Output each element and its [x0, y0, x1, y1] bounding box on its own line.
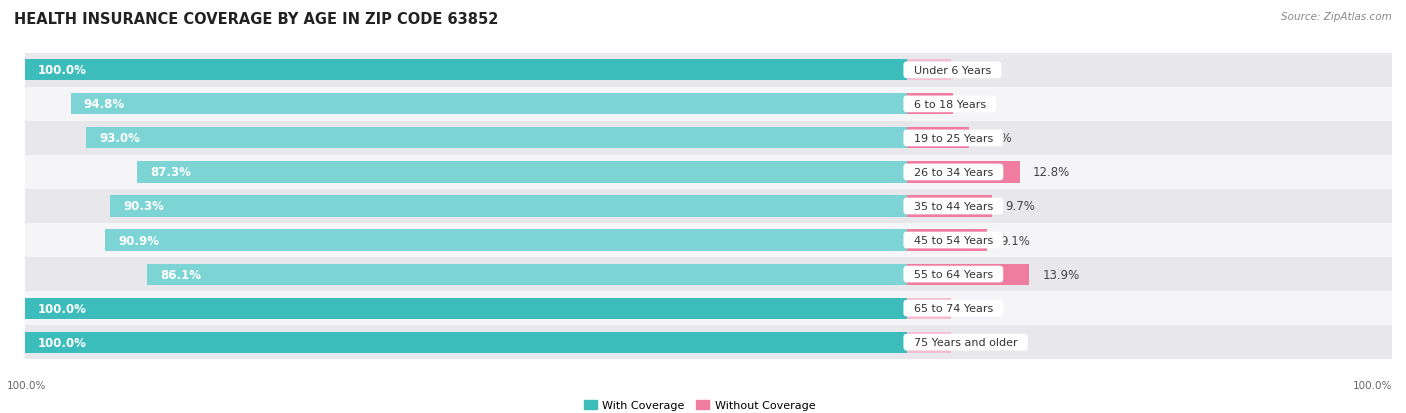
Text: 100.0%: 100.0% — [38, 64, 87, 77]
Bar — [907, 264, 1029, 285]
Text: 13.9%: 13.9% — [1043, 268, 1080, 281]
Text: 26 to 34 Years: 26 to 34 Years — [907, 168, 1000, 178]
Text: 100.0%: 100.0% — [7, 380, 46, 389]
Bar — [25, 325, 1406, 359]
Bar — [25, 60, 907, 81]
Bar — [25, 121, 1406, 156]
Bar — [907, 196, 993, 217]
Bar — [25, 88, 1406, 121]
Text: 45 to 54 Years: 45 to 54 Years — [907, 235, 1000, 245]
Text: 94.8%: 94.8% — [84, 98, 125, 111]
Text: 75 Years and older: 75 Years and older — [907, 337, 1025, 347]
Text: 86.1%: 86.1% — [160, 268, 201, 281]
Text: 65 to 74 Years: 65 to 74 Years — [907, 304, 1000, 313]
Text: 7.0%: 7.0% — [981, 132, 1011, 145]
Bar — [25, 298, 907, 319]
Bar — [110, 196, 907, 217]
Bar — [25, 257, 1406, 292]
Bar — [25, 190, 1406, 223]
Text: 12.8%: 12.8% — [1033, 166, 1070, 179]
Bar — [86, 128, 907, 149]
Bar — [907, 332, 950, 353]
Text: 5.2%: 5.2% — [966, 98, 995, 111]
Bar — [907, 60, 950, 81]
Text: 6 to 18 Years: 6 to 18 Years — [907, 100, 993, 109]
Text: HEALTH INSURANCE COVERAGE BY AGE IN ZIP CODE 63852: HEALTH INSURANCE COVERAGE BY AGE IN ZIP … — [14, 12, 499, 27]
Text: Source: ZipAtlas.com: Source: ZipAtlas.com — [1281, 12, 1392, 22]
Legend: With Coverage, Without Coverage: With Coverage, Without Coverage — [579, 396, 820, 413]
Bar — [136, 162, 907, 183]
Text: 9.1%: 9.1% — [1000, 234, 1031, 247]
Bar — [907, 94, 953, 115]
Text: 19 to 25 Years: 19 to 25 Years — [907, 133, 1000, 144]
Bar — [70, 94, 907, 115]
Bar — [25, 223, 1406, 257]
Text: 90.3%: 90.3% — [124, 200, 165, 213]
Text: 100.0%: 100.0% — [1353, 380, 1392, 389]
Bar — [25, 332, 907, 353]
Text: Under 6 Years: Under 6 Years — [907, 66, 998, 76]
Bar — [25, 292, 1406, 325]
Text: 87.3%: 87.3% — [150, 166, 191, 179]
Bar — [907, 298, 950, 319]
Bar — [148, 264, 907, 285]
Text: 93.0%: 93.0% — [100, 132, 141, 145]
Bar — [25, 156, 1406, 190]
Text: 100.0%: 100.0% — [38, 336, 87, 349]
Bar — [105, 230, 907, 251]
Text: 35 to 44 Years: 35 to 44 Years — [907, 202, 1000, 211]
Bar — [907, 230, 987, 251]
Text: 0.0%: 0.0% — [965, 336, 994, 349]
Text: 0.0%: 0.0% — [965, 64, 994, 77]
Text: 55 to 64 Years: 55 to 64 Years — [907, 269, 1000, 280]
Text: 9.7%: 9.7% — [1005, 200, 1035, 213]
Bar — [907, 128, 969, 149]
Text: 0.0%: 0.0% — [965, 302, 994, 315]
Text: 100.0%: 100.0% — [38, 302, 87, 315]
Bar — [25, 54, 1406, 88]
Text: 90.9%: 90.9% — [118, 234, 159, 247]
Bar — [907, 162, 1019, 183]
